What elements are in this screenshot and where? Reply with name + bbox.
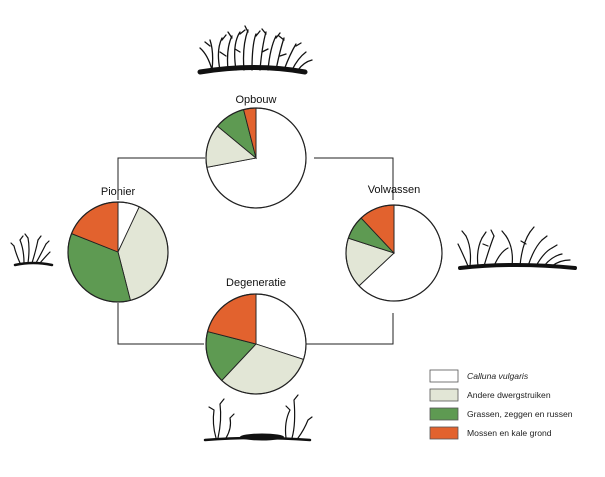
pie-outline-opbouw [205, 107, 307, 209]
legend-swatch-calluna [429, 369, 459, 383]
connector-degeneratie-pionier [117, 303, 204, 345]
pie-outline-degeneratie [205, 293, 307, 395]
legend-label-dwergstruiken: Andere dwergstruiken [467, 390, 551, 400]
pie-pionier [67, 201, 169, 303]
cycle-connectors [117, 157, 394, 345]
pie-outline-volwassen [345, 204, 443, 302]
pie-volwassen [345, 204, 443, 302]
heather-shrub-volwassen-icon [457, 226, 577, 270]
pie-title-degeneratie: Degeneratie [226, 277, 286, 289]
pie-degeneratie [205, 293, 307, 395]
legend-swatch-grassen [429, 407, 459, 421]
legend-label-mossen: Mossen en kale grond [467, 428, 552, 438]
connector-pionier-opbouw [117, 157, 205, 200]
pie-title-opbouw: Opbouw [236, 94, 277, 106]
pie-title-volwassen: Volwassen [368, 184, 421, 196]
pie-outline-pionier [67, 201, 169, 303]
connector-opbouw-volwassen [314, 157, 394, 200]
heather-shrub-pionier-icon [10, 233, 54, 267]
legend-swatch-dwergstruiken [429, 388, 459, 402]
heather-shrub-degeneratie-icon [203, 394, 313, 442]
legend: Calluna vulgaris Andere dwergstruiken Gr… [429, 369, 573, 440]
connector-volwassen-degeneratie [306, 313, 394, 345]
legend-label-grassen: Grassen, zeggen en russen [467, 409, 573, 419]
legend-swatch-mossen [429, 426, 459, 440]
legend-label-calluna: Calluna vulgaris [467, 371, 529, 381]
pie-title-pionier: Pionier [101, 186, 136, 198]
heather-shrub-opbouw-icon [197, 25, 313, 75]
pie-opbouw [205, 107, 307, 209]
